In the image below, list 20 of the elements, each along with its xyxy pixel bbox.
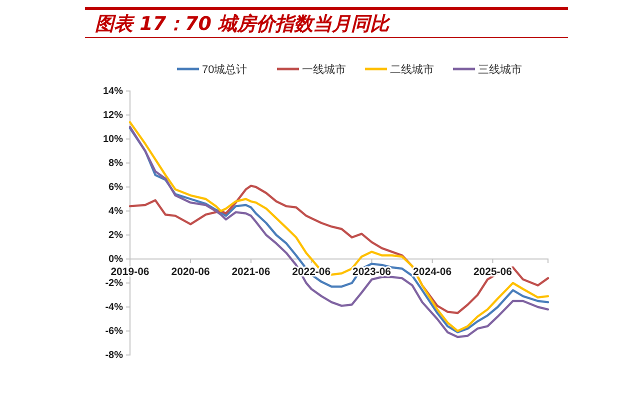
- x-tick-label: 2019-06: [110, 266, 150, 278]
- y-tick-label: -6%: [105, 326, 124, 338]
- chart-title: 图表 17：70 城房价指数当月同比: [95, 13, 392, 35]
- x-tick-label: 2020-06: [171, 266, 210, 278]
- legend-label: 三线城市: [478, 63, 522, 76]
- y-tick-label: -4%: [105, 302, 124, 314]
- y-tick-label: 12%: [102, 110, 124, 122]
- y-tick-label: 10%: [102, 134, 124, 146]
- y-tick-label: 8%: [108, 158, 124, 170]
- y-tick-label: -2%: [105, 278, 124, 290]
- y-tick-label: 0%: [108, 254, 124, 266]
- y-tick-label: 6%: [108, 182, 124, 194]
- legend-label: 二线城市: [390, 63, 434, 76]
- legend-label: 70城总计: [202, 63, 248, 76]
- y-tick-label: 14%: [102, 86, 124, 98]
- legend-label: 一线城市: [302, 63, 346, 76]
- x-tick-label: 2021-06: [232, 266, 270, 278]
- y-tick-label: 4%: [108, 206, 124, 218]
- y-tick-label: -8%: [105, 350, 124, 362]
- y-tick-label: 2%: [108, 230, 124, 242]
